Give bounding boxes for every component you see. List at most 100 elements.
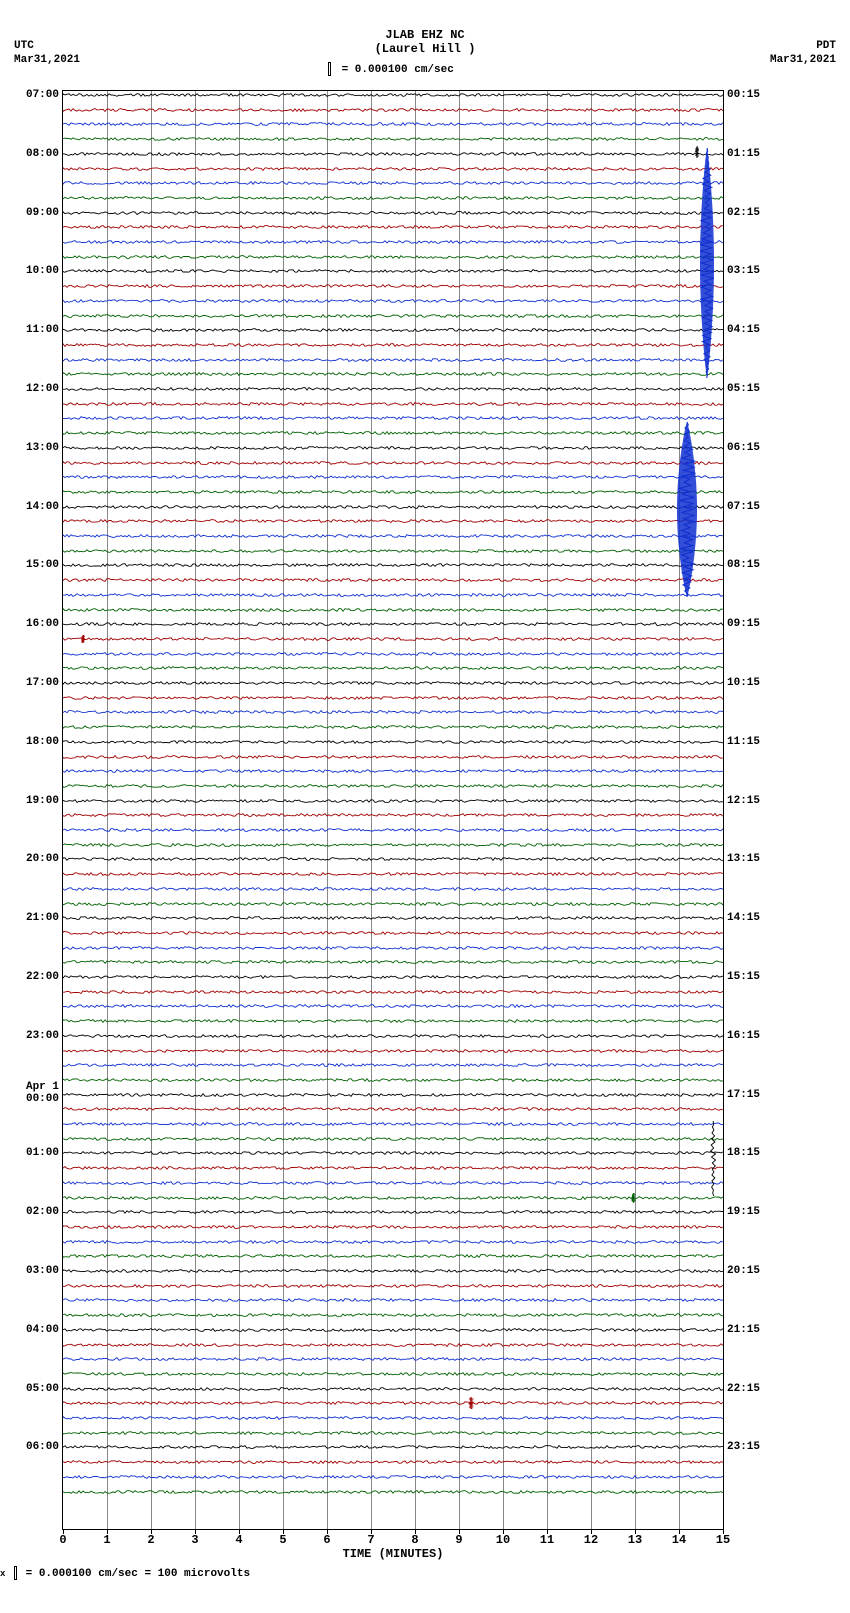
seismic-trace	[63, 1059, 723, 1071]
seismic-trace	[63, 1147, 723, 1159]
seismic-trace	[63, 339, 723, 351]
pdt-hour-label: 11:15	[727, 736, 760, 748]
seismic-trace	[63, 295, 723, 307]
seismic-trace	[63, 1383, 723, 1395]
seismic-trace	[63, 265, 723, 277]
pdt-hour-label: 10:15	[727, 677, 760, 689]
seismic-trace	[63, 692, 723, 704]
seismic-trace	[63, 927, 723, 939]
seismic-trace	[63, 839, 723, 851]
seismic-trace	[63, 104, 723, 116]
seismic-trace	[63, 824, 723, 836]
pdt-hour-label: 15:15	[727, 971, 760, 983]
pdt-hour-label: 01:15	[727, 148, 760, 160]
seismic-trace	[63, 604, 723, 616]
pdt-hour-label: 18:15	[727, 1147, 760, 1159]
seismic-trace	[63, 251, 723, 263]
seismic-trace	[63, 1368, 723, 1380]
seismic-trace	[63, 1280, 723, 1292]
seismic-trace	[63, 118, 723, 130]
seismic-trace	[63, 1074, 723, 1086]
left-tz-label: UTC	[14, 40, 34, 52]
pdt-hour-label: 19:15	[727, 1206, 760, 1218]
x-tick-label: 11	[540, 1533, 554, 1547]
pdt-hour-label: 07:15	[727, 501, 760, 513]
seismic-trace	[63, 236, 723, 248]
pdt-hour-label: 20:15	[727, 1265, 760, 1277]
seismic-trace	[63, 221, 723, 233]
footer-text: = 0.000100 cm/sec = 100 microvolts	[26, 1568, 250, 1580]
seismic-trace	[63, 751, 723, 763]
x-tick-label: 8	[411, 1533, 418, 1547]
seismic-trace	[63, 457, 723, 469]
seismic-trace	[63, 765, 723, 777]
seismic-trace	[63, 545, 723, 557]
seismic-trace	[63, 677, 723, 689]
seismic-trace	[63, 1265, 723, 1277]
seismic-trace	[63, 971, 723, 983]
x-tick-label: 1	[103, 1533, 110, 1547]
seismic-trace	[63, 868, 723, 880]
seismic-trace	[63, 795, 723, 807]
pdt-hour-label: 17:15	[727, 1089, 760, 1101]
seismic-trace	[63, 1339, 723, 1351]
seismic-trace	[63, 721, 723, 733]
seismic-trace	[63, 1177, 723, 1189]
seismic-trace	[63, 1353, 723, 1365]
pdt-hour-label: 05:15	[727, 383, 760, 395]
pdt-hour-label: 09:15	[727, 618, 760, 630]
seismic-trace	[63, 898, 723, 910]
seismic-trace	[63, 515, 723, 527]
utc-date-marker: Apr 100:00	[26, 1081, 59, 1105]
seismic-trace	[63, 486, 723, 498]
seismic-trace	[63, 706, 723, 718]
x-tick-label: 13	[628, 1533, 642, 1547]
seismic-trace	[63, 574, 723, 586]
seismic-trace	[63, 736, 723, 748]
seismic-trace	[63, 530, 723, 542]
seismic-trace	[63, 1471, 723, 1483]
pdt-hour-label: 13:15	[727, 853, 760, 865]
seismic-trace	[63, 412, 723, 424]
seismic-trace	[63, 148, 723, 160]
seismic-trace	[63, 1324, 723, 1336]
scale-indicator: = 0.000100 cm/sec	[328, 62, 454, 76]
scale-bar-icon	[328, 62, 331, 76]
seismic-trace	[63, 354, 723, 366]
seismic-trace	[63, 207, 723, 219]
right-tz-date: Mar31,2021	[770, 54, 836, 66]
seismic-trace	[63, 310, 723, 322]
seismic-trace	[63, 1486, 723, 1498]
seismic-trace	[63, 383, 723, 395]
seismic-trace	[63, 177, 723, 189]
seismic-trace	[63, 956, 723, 968]
seismic-trace	[63, 1000, 723, 1012]
seismic-trace	[63, 942, 723, 954]
pdt-hour-label: 23:15	[727, 1441, 760, 1453]
seismic-trace	[63, 1030, 723, 1042]
utc-hour-label: 19:00	[26, 795, 59, 807]
scale-bar-icon	[14, 1566, 17, 1580]
utc-hour-label: 03:00	[26, 1265, 59, 1277]
x-tick-label: 5	[279, 1533, 286, 1547]
seismic-trace	[63, 883, 723, 895]
seismic-trace	[63, 1103, 723, 1115]
seismic-trace	[63, 1294, 723, 1306]
x-tick-label: 0	[59, 1533, 66, 1547]
seismic-trace	[63, 1045, 723, 1057]
utc-hour-label: 05:00	[26, 1383, 59, 1395]
x-axis-title: TIME (MINUTES)	[63, 1547, 723, 1561]
seismic-trace	[63, 1221, 723, 1233]
seismic-trace	[63, 1250, 723, 1262]
pdt-hour-label: 16:15	[727, 1030, 760, 1042]
x-tick-label: 9	[455, 1533, 462, 1547]
x-tick-label: 3	[191, 1533, 198, 1547]
seismic-trace	[63, 368, 723, 380]
utc-hour-label: 01:00	[26, 1147, 59, 1159]
footer-scale: x = 0.000100 cm/sec = 100 microvolts	[0, 1566, 250, 1580]
right-tz-label: PDT	[816, 40, 836, 52]
seismic-trace	[63, 809, 723, 821]
seismic-trace	[63, 633, 723, 645]
utc-hour-label: 14:00	[26, 501, 59, 513]
seismic-trace	[63, 1397, 723, 1409]
